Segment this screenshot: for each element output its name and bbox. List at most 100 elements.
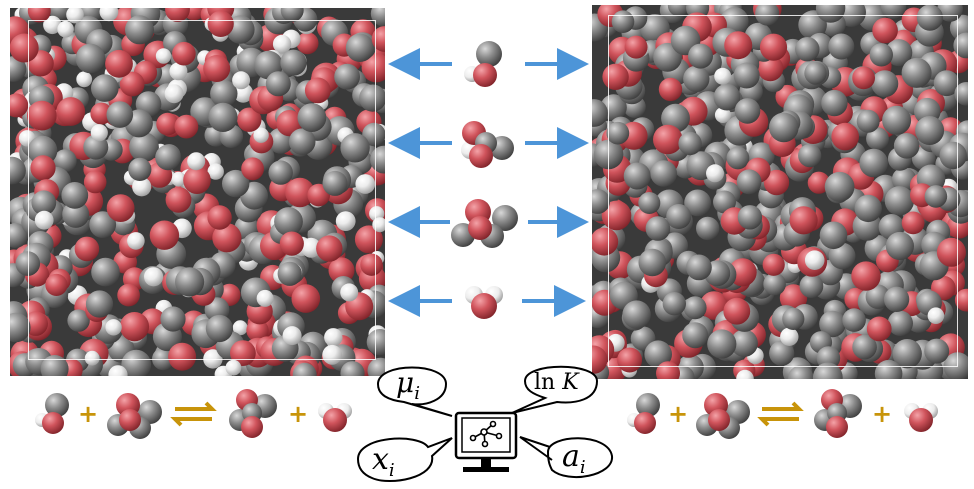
carbon-atom [815,5,846,23]
reactant-ethylene-carbonate [107,393,162,439]
right-box-atoms [592,5,968,379]
carbon-atom [15,251,41,276]
oxygen-atom [328,257,355,284]
hydrogen-atom [340,283,359,302]
carbon-atom [883,286,910,312]
carbon-atom [824,171,855,202]
oxygen-atom [83,170,107,194]
oxygen-atom [831,122,859,151]
oxygen-atom [602,63,629,90]
bubble-x: xi [356,437,453,482]
oxygen-atom [207,205,232,230]
oxygen-atom [30,155,56,181]
carbon-atom [89,211,117,239]
oxygen-atom [724,31,753,60]
carbon-atom [210,79,238,108]
plus-sign: + [78,400,98,428]
carbon-atom [854,194,882,223]
oxygen-atom [56,97,86,126]
plus-sign: + [288,400,308,428]
hydrogen-atom [169,62,188,81]
hydrogen-atom [232,71,251,90]
carbon-atom [611,10,635,33]
oxygen-atom [936,237,966,267]
carbon-atom [638,192,661,214]
hydrogen-atom [57,20,74,38]
hydrogen-atom [301,237,321,258]
oxygen-atom [653,124,683,155]
hydrogen-atom [144,267,164,287]
oxygen-atom [285,177,315,208]
carbon-atom [85,290,114,318]
carbon-atom [67,309,90,332]
carbon-atom [10,312,31,343]
carbon-atom [933,70,960,97]
hydrogen-atom [282,326,302,346]
oxygen-atom [119,71,145,97]
carbon-atom [924,185,948,208]
plus-sign: + [668,400,688,428]
hydrogen-atom [66,8,84,24]
hydrogen-atom [736,369,754,379]
carbon-atom [737,205,763,230]
oxygen-atom [106,194,135,223]
carbon-atom [340,133,370,163]
carbon-atom [885,231,914,261]
carbon-atom [274,207,303,236]
carbon-atom [205,314,233,343]
hydrogen-atom [164,84,184,104]
carbon-atom [915,116,945,145]
oxygen-atom [165,186,192,213]
carbon-atom [683,65,710,92]
carbon-atom [650,160,677,187]
carbon-atom [222,169,250,198]
carbon-atom [688,43,713,69]
carbon-atom [645,216,671,241]
carbon-atom [943,352,968,379]
carbon-atom [852,334,877,360]
oxygen-atom [74,236,100,262]
carbon-atom [106,101,134,128]
carbon-atom [121,349,152,376]
oxygen-atom [237,107,262,132]
oxygen-atom [954,288,968,312]
exchange-row-ethylene-carbonate [388,199,589,248]
oxygen-atom [117,283,140,307]
hydrogen-atom [132,177,152,197]
equilibrium-arrows [170,401,217,427]
carbon-atom [83,134,109,160]
carbon-atom [129,132,159,162]
hydrogen-atom [780,327,799,346]
oxygen-atom [872,17,898,44]
carbon-atom [334,63,360,90]
water-molecule [465,286,503,319]
left-simulation-box [10,8,385,376]
exchange-row-water [388,285,586,319]
carbon-atom [734,98,761,124]
oxygen-atom [304,77,331,104]
carbon-atom [265,71,291,97]
computer-icon [454,411,518,472]
carbon-atom [362,122,385,147]
carbon-atom [160,306,186,332]
carbon-atom [208,102,238,132]
carbon-atom [892,339,922,369]
left-box-atoms [10,8,385,376]
carbon-atom [280,49,307,76]
oxygen-atom [723,297,751,325]
oxygen-atom [601,200,632,231]
carbon-atom [623,162,651,190]
reaction-equation-right: + + [627,389,938,439]
hydrogen-atom [34,210,54,230]
carbon-atom [819,310,846,338]
carbon-atom [666,204,692,229]
oxygen-atom [90,102,113,125]
oxygen-atom [241,157,264,181]
oxygen-atom [866,316,892,342]
oxygen-atom [45,273,68,296]
hydrogen-atom [187,152,206,171]
carbon-atom [828,33,855,60]
carbon-atom [31,190,57,216]
hydrogen-atom [322,344,343,365]
